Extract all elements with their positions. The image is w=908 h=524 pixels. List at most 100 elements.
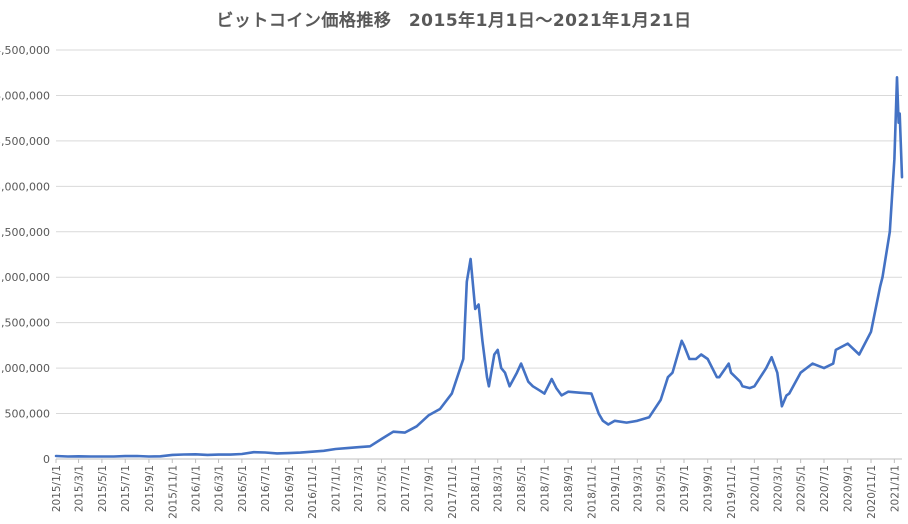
data-point bbox=[870, 331, 872, 333]
data-point bbox=[113, 455, 115, 458]
data-point bbox=[667, 376, 669, 379]
data-point bbox=[439, 408, 441, 410]
data-point bbox=[879, 285, 881, 288]
data-point bbox=[543, 392, 546, 395]
data-point bbox=[346, 447, 349, 449]
data-point bbox=[520, 362, 522, 365]
data-point bbox=[469, 258, 472, 260]
data-point bbox=[477, 303, 480, 306]
data-point bbox=[671, 371, 674, 374]
data-point bbox=[427, 414, 430, 417]
data-point bbox=[101, 455, 103, 458]
data-point bbox=[765, 367, 767, 369]
data-point bbox=[881, 276, 884, 279]
chart-title: ビットコイン価格推移 2015年1月1日～2021年1月21日 bbox=[216, 11, 692, 31]
data-point bbox=[560, 394, 563, 397]
data-point bbox=[858, 353, 860, 356]
x-tick-label: 2015/5/1 bbox=[97, 465, 109, 512]
data-point bbox=[741, 385, 744, 388]
data-point bbox=[264, 451, 267, 454]
data-point bbox=[648, 416, 650, 419]
x-tick-label: 2019/5/1 bbox=[656, 465, 668, 512]
data-point bbox=[299, 451, 302, 454]
x-tick-label: 2016/11/1 bbox=[307, 465, 319, 519]
x-tick-label: 2018/3/1 bbox=[493, 465, 505, 512]
data-point bbox=[597, 412, 600, 415]
y-tick-label: 1,000,000 bbox=[0, 362, 50, 375]
data-point bbox=[124, 455, 126, 457]
data-point bbox=[171, 454, 174, 456]
data-point bbox=[474, 308, 477, 310]
data-point bbox=[901, 176, 903, 178]
data-point bbox=[832, 362, 834, 365]
data-point bbox=[683, 344, 685, 347]
data-point bbox=[889, 231, 891, 233]
data-point bbox=[504, 371, 506, 374]
x-tick-label: 2018/1/1 bbox=[470, 465, 482, 512]
data-point bbox=[823, 367, 825, 369]
data-point bbox=[776, 371, 779, 374]
x-tick-label: 2019/11/1 bbox=[726, 465, 738, 519]
x-tick-label: 2019/3/1 bbox=[632, 465, 644, 512]
data-point bbox=[567, 390, 569, 393]
x-tick-label: 2015/9/1 bbox=[144, 465, 156, 512]
x-tick-label: 2020/9/1 bbox=[843, 465, 855, 512]
data-point bbox=[466, 281, 468, 283]
data-point bbox=[252, 451, 255, 454]
data-point bbox=[67, 455, 69, 458]
data-point bbox=[229, 453, 232, 456]
x-tick-label: 2020/1/1 bbox=[749, 465, 761, 512]
data-point bbox=[700, 353, 702, 356]
x-tick-label: 2018/9/1 bbox=[563, 465, 575, 512]
data-point bbox=[194, 453, 197, 456]
x-tick-label: 2019/1/1 bbox=[610, 465, 622, 512]
data-point bbox=[462, 358, 465, 360]
x-tick-label: 2015/3/1 bbox=[74, 465, 86, 512]
x-tick-label: 2015/1/1 bbox=[51, 465, 63, 512]
data-point bbox=[516, 371, 518, 374]
x-tick-label: 2020/3/1 bbox=[772, 465, 784, 512]
x-tick-label: 2020/5/1 bbox=[796, 465, 808, 512]
y-tick-label: 4,500,000 bbox=[0, 44, 50, 57]
data-point bbox=[739, 380, 741, 383]
data-point bbox=[415, 425, 418, 428]
data-point bbox=[206, 454, 209, 456]
data-point bbox=[898, 112, 901, 115]
data-point bbox=[322, 450, 325, 452]
y-tick-label: 500,000 bbox=[5, 408, 51, 421]
data-point bbox=[799, 371, 802, 374]
x-tick-label: 2018/11/1 bbox=[586, 465, 598, 519]
data-point bbox=[89, 455, 92, 458]
x-tick-label: 2016/3/1 bbox=[214, 465, 226, 512]
data-point bbox=[555, 387, 558, 389]
data-point bbox=[716, 376, 718, 379]
x-tick-label: 2021/1/1 bbox=[889, 465, 901, 512]
x-tick-label: 2018/5/1 bbox=[516, 465, 528, 512]
data-point bbox=[811, 362, 814, 365]
data-point bbox=[897, 121, 900, 124]
data-point bbox=[527, 380, 530, 383]
data-point bbox=[578, 391, 581, 394]
data-point bbox=[488, 385, 490, 388]
data-point bbox=[481, 340, 484, 342]
data-point bbox=[730, 371, 732, 374]
x-tick-label: 2019/7/1 bbox=[679, 465, 691, 512]
series-line bbox=[54, 76, 904, 458]
data-point bbox=[532, 385, 534, 388]
data-point bbox=[896, 76, 898, 79]
data-point bbox=[451, 392, 453, 395]
data-point bbox=[695, 358, 697, 360]
y-tick-label: 3,500,000 bbox=[0, 135, 50, 148]
x-tick-label: 2016/9/1 bbox=[284, 465, 296, 512]
data-point bbox=[749, 387, 751, 389]
data-point bbox=[835, 349, 837, 351]
x-tick-label: 2017/7/1 bbox=[400, 465, 412, 512]
data-point bbox=[727, 362, 730, 365]
data-point bbox=[508, 385, 511, 388]
data-point bbox=[550, 378, 553, 380]
data-point bbox=[217, 453, 220, 456]
data-point bbox=[718, 376, 720, 379]
x-tick-label: 2015/11/1 bbox=[167, 465, 179, 519]
